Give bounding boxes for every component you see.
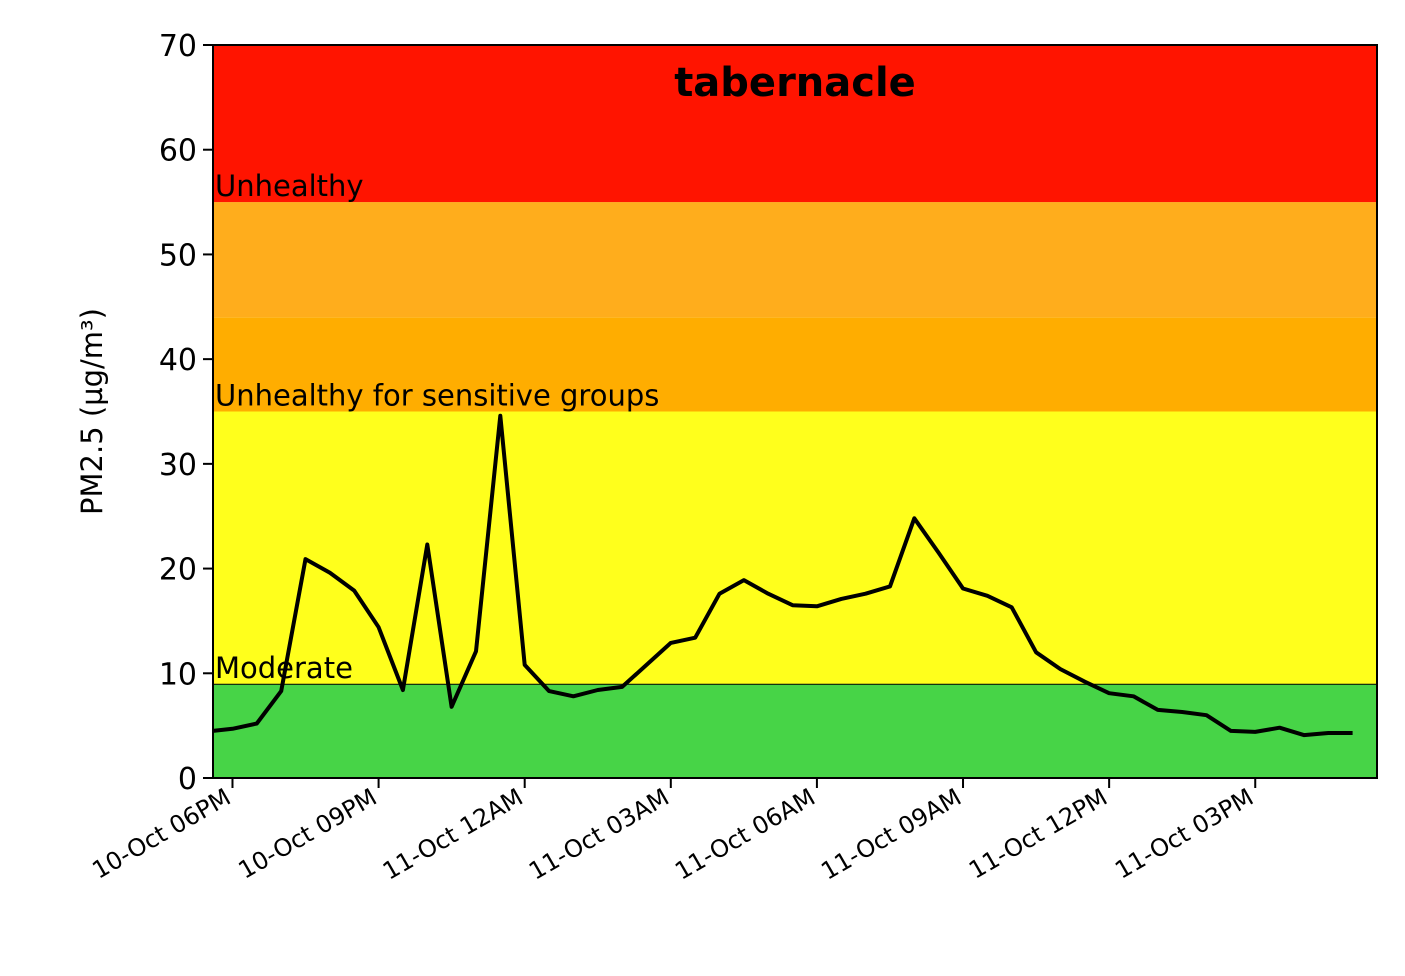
pm25-series: [212, 413, 1353, 738]
y-tick-label: 60: [159, 134, 197, 169]
y-tick-label: 70: [159, 29, 197, 64]
aqi-band-3: [213, 202, 1377, 318]
x-tick-label: 10-Oct 06PM: [87, 783, 235, 885]
y-tick-label: 40: [159, 343, 197, 378]
y-tick-label: 50: [159, 238, 197, 273]
y-tick-label: 30: [159, 448, 197, 483]
y-tick-label: 0: [178, 762, 197, 797]
x-tick-label: 11-Oct 06AM: [670, 783, 820, 886]
aqi-band-label: Unhealthy for sensitive groups: [215, 379, 659, 413]
aqi-band-label: Unhealthy: [215, 169, 364, 203]
aqi-band-0: [213, 683, 1377, 778]
y-tick-label: 20: [159, 553, 197, 588]
y-tick-label: 10: [159, 657, 197, 692]
aqi-bands: [212, 45, 1378, 779]
aqi-band-4: [213, 45, 1377, 203]
y-axis: 0 10 20 30 40 50 60 70: [159, 29, 213, 797]
x-tick-label: 11-Oct 03AM: [524, 783, 674, 886]
plot-frame: [212, 44, 1378, 779]
x-tick-label: 11-Oct 12AM: [378, 783, 528, 886]
aqi-band-2: [213, 317, 1377, 412]
x-tick-label: 11-Oct 12PM: [964, 783, 1112, 885]
series-line-0: [212, 413, 1353, 738]
x-tick-label: 11-Oct 09AM: [816, 783, 966, 886]
x-tick-label: 11-Oct 03PM: [1110, 783, 1258, 885]
x-tick-label: 10-Oct 09PM: [234, 783, 382, 885]
y-axis-label: PM2.5 (µg/m³): [75, 308, 109, 515]
aqi-band-1: [213, 411, 1377, 684]
chart-title: tabernacle: [674, 60, 916, 106]
